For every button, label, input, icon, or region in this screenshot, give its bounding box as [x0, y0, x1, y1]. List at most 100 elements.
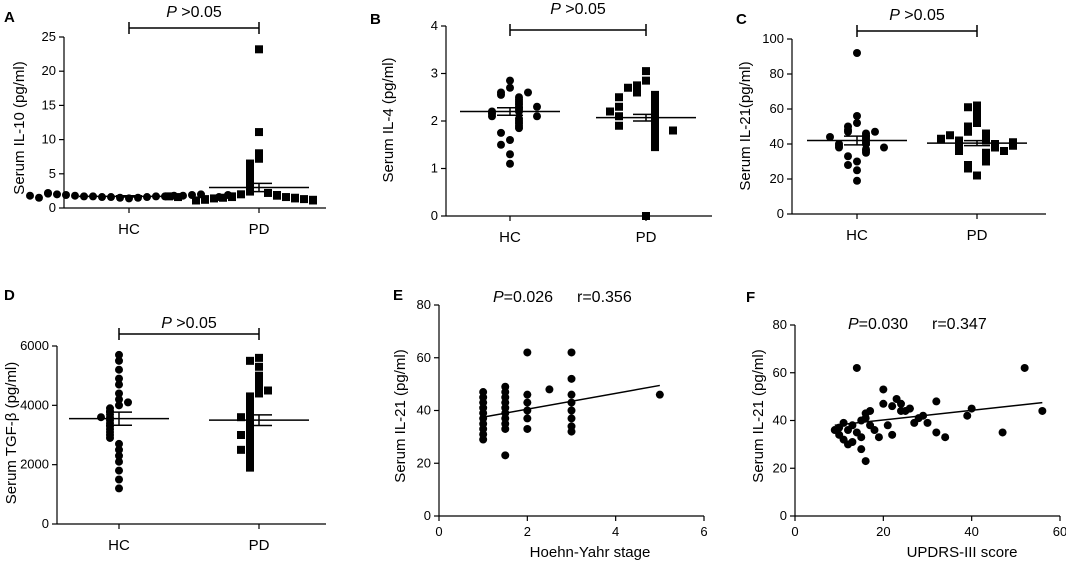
panel-label-c: C	[736, 11, 747, 28]
data-point-hc	[115, 439, 123, 448]
data-point-pd	[255, 377, 263, 386]
category-label-pd: PD	[249, 537, 270, 554]
stat-label-e: P=0.026	[493, 289, 553, 306]
data-point-pd	[615, 93, 623, 102]
data-point-pd	[642, 67, 650, 76]
data-point-hc	[115, 395, 123, 404]
data-point-pd	[264, 386, 272, 395]
data-point-hc	[506, 76, 514, 85]
data-point-pd	[192, 196, 200, 205]
data-point-pd	[246, 168, 254, 177]
data-point-hc	[53, 190, 61, 199]
y-tick-label-d: 2000	[20, 457, 49, 472]
data-point-hc	[826, 133, 834, 141]
data-point-f	[879, 399, 888, 408]
data-point-pd	[210, 194, 218, 203]
regression-line-f	[834, 401, 1043, 427]
x-axis-label-f: UPDRS-III score	[907, 544, 1018, 561]
data-point-hc	[97, 413, 105, 422]
data-point-hc	[533, 102, 541, 111]
y-tick-label-f: 20	[773, 460, 787, 475]
stat-label-f: P=0.030	[848, 316, 908, 333]
data-point-hc	[506, 150, 514, 159]
data-point-f	[852, 363, 861, 372]
data-point-pd	[255, 383, 263, 392]
panel-label-a: A	[4, 9, 15, 26]
data-point-f	[866, 406, 875, 415]
panel-f: F Serum IL-21 (pg/ml) UPDRS-III score 0 2…	[746, 289, 1066, 561]
data-point-hc	[115, 389, 123, 398]
data-point-pd	[255, 128, 263, 137]
data-point-hc	[844, 161, 852, 169]
data-point-pd	[973, 119, 981, 127]
data-point-e	[523, 406, 532, 415]
data-point-hc	[497, 90, 505, 99]
data-point-hc	[853, 166, 861, 175]
data-point-f	[941, 433, 950, 442]
data-point-f	[963, 411, 972, 420]
data-point-hc	[44, 188, 52, 197]
data-point-hc	[115, 374, 123, 383]
data-point-pd	[255, 389, 263, 398]
data-point-hc	[35, 193, 43, 202]
y-tick-label-c: 100	[762, 31, 784, 46]
data-point-hc	[506, 83, 514, 92]
panel-label-b: B	[370, 11, 381, 28]
data-point-e	[567, 414, 576, 423]
y-tick-label-c: 0	[777, 206, 784, 221]
data-point-pd	[246, 159, 254, 168]
y-tick-label-d: 0	[42, 516, 49, 531]
data-point-hc	[71, 191, 79, 200]
data-point-pd	[309, 196, 317, 205]
x-axis-label-e: Hoehn-Yahr stage	[530, 544, 651, 561]
panel-c: C Serum IL-21(pg/ml) 0 20 40 60 80 100 HC PD P >…	[736, 7, 1046, 244]
y-axis-label-b: Serum IL-4 (pg/ml)	[380, 57, 397, 182]
data-point-f	[923, 418, 932, 427]
x-tick-label-e: 4	[612, 524, 619, 539]
data-point-e	[567, 390, 576, 399]
panel-e: E Serum IL-21 (pg/ml) Hoehn-Yahr stage 0…	[392, 287, 708, 561]
data-point-pd	[633, 81, 641, 90]
data-point-hc	[115, 484, 123, 493]
data-point-pd	[237, 413, 245, 422]
panel-label-e: E	[393, 287, 403, 304]
data-point-pd	[991, 143, 999, 152]
y-axis-label-a: Serum IL-10 (pg/ml)	[11, 61, 28, 194]
data-point-pd	[955, 147, 963, 155]
data-point-e	[501, 451, 510, 460]
data-point-pd	[964, 164, 972, 173]
data-point-pd	[165, 192, 173, 201]
x-tick-label-f: 60	[1053, 524, 1066, 539]
data-point-f	[905, 404, 914, 413]
x-tick-label-f: 40	[964, 524, 978, 539]
data-point-hc	[844, 152, 852, 161]
stat-label-a: P >0.05	[166, 4, 222, 21]
data-point-e	[567, 398, 576, 407]
data-point-f	[897, 406, 905, 415]
data-point-f	[861, 457, 870, 466]
x-tick-label-e: 6	[700, 524, 707, 539]
data-point-hc	[871, 127, 879, 136]
data-point-pd	[300, 195, 308, 204]
data-point-f	[1020, 363, 1029, 372]
data-point-f	[857, 433, 866, 442]
y-tick-label-a: 0	[49, 200, 56, 215]
data-point-f	[879, 385, 888, 394]
category-label-hc: HC	[108, 537, 130, 554]
y-tick-label-c: 40	[770, 136, 784, 151]
data-point-hc	[115, 365, 123, 374]
data-point-hc	[853, 176, 861, 185]
data-point-f	[883, 421, 892, 430]
data-point-e	[567, 374, 576, 383]
r-label-e: r=0.356	[577, 289, 632, 306]
category-label-pd: PD	[967, 227, 988, 244]
data-point-pd	[246, 181, 254, 190]
data-point-hc	[497, 140, 505, 149]
y-tick-label-b: 0	[431, 208, 438, 223]
data-point-f	[870, 426, 879, 435]
data-point-pd	[642, 212, 650, 220]
data-point-hc	[506, 136, 514, 144]
data-point-pd	[246, 175, 254, 184]
data-point-f	[932, 428, 941, 437]
data-point-pd	[219, 193, 227, 202]
